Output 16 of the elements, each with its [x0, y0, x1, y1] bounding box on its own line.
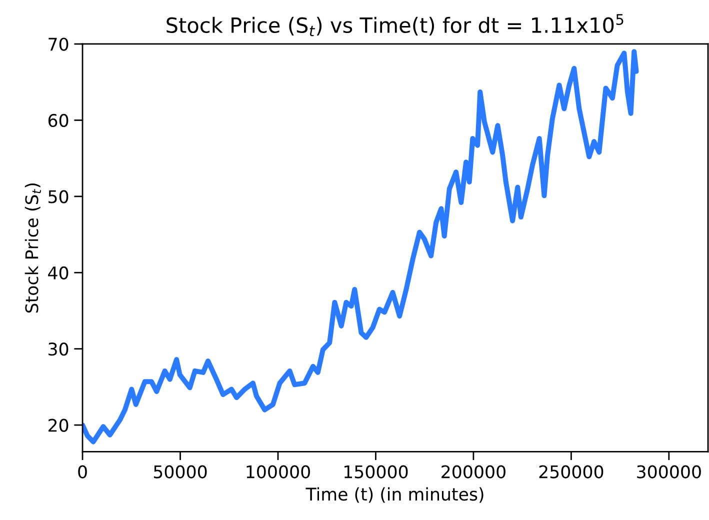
x-axis-title: Time (t) (in minutes): [306, 487, 484, 503]
x-tick-label: 250000: [539, 465, 604, 478]
y-tick-label: 60: [48, 114, 68, 128]
y-tick-label: 70: [48, 38, 68, 51]
x-tick-label: 0: [78, 465, 87, 478]
y-tick-label: 20: [48, 418, 68, 432]
y-tick-label: 50: [48, 190, 68, 204]
y-axis-title: Stock Price (S$_{t}$): [24, 184, 41, 313]
x-tick-label: 50000: [154, 465, 207, 478]
y-tick-label: 30: [48, 342, 68, 356]
y-tick-label: 40: [48, 266, 68, 280]
chart-title: Stock Price (S$_{t}$) vs Time(t) for dt = 1.11x10$^{5}$: [166, 14, 624, 36]
x-tick-label: 300000: [637, 465, 701, 478]
x-tick-label: 200000: [442, 465, 506, 478]
x-tick-label: 100000: [246, 465, 310, 478]
x-tick-label: 150000: [344, 465, 408, 478]
